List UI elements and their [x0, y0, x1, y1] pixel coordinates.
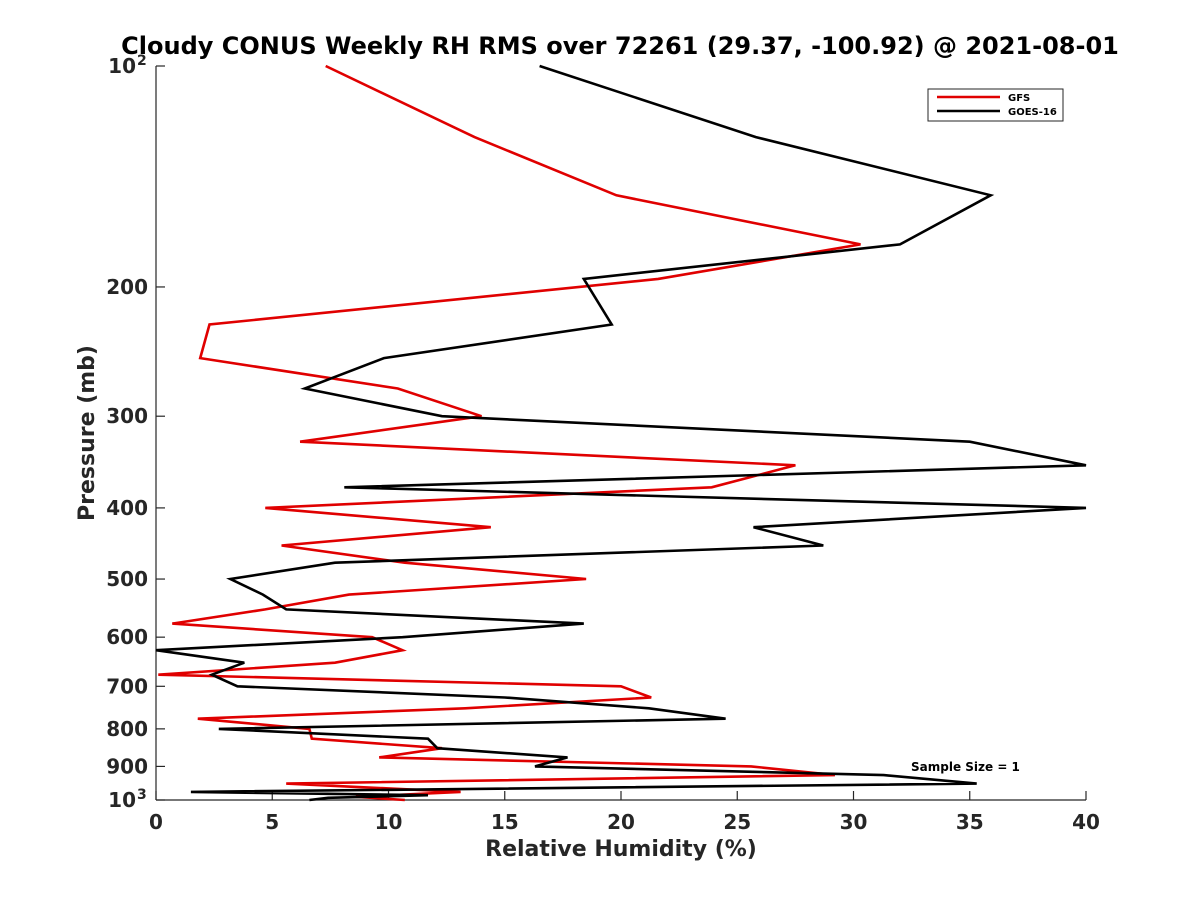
legend-label-goes16: GOES-16: [1008, 107, 1057, 118]
y-tick-label: 10: [108, 54, 136, 78]
x-axis-ticks: 0 5 10 15 20 25 30 35 40: [149, 791, 1100, 834]
series-layer: [155, 64, 1087, 802]
x-tick-label: 20: [607, 810, 635, 834]
y-tick-label: 800: [106, 717, 148, 741]
y-tick-label: 200: [106, 275, 148, 299]
sample-size-annotation: Sample Size = 1: [911, 760, 1020, 774]
y-tick-exponent: 2: [137, 53, 147, 69]
series-line-goes16: [155, 64, 1087, 802]
series-line-gfs: [158, 64, 861, 802]
x-tick-label: 0: [149, 810, 163, 834]
y-tick-label: 500: [106, 567, 148, 591]
y-tick-label: 700: [106, 674, 148, 698]
x-tick-label: 10: [375, 810, 403, 834]
x-axis-title: Relative Humidity (%): [485, 837, 757, 862]
legend: GFS GOES-16: [927, 88, 1064, 122]
y-tick-label: 600: [106, 625, 148, 649]
y-tick-label: 400: [106, 496, 148, 520]
y-tick-label: 10: [108, 788, 136, 812]
x-tick-label: 35: [956, 810, 984, 834]
x-tick-label: 40: [1072, 810, 1100, 834]
x-tick-label: 15: [491, 810, 519, 834]
y-tick-label: 900: [106, 754, 148, 778]
chart-title: Cloudy CONUS Weekly RH RMS over 72261 (2…: [121, 32, 1119, 60]
y-axis-title: Pressure (mb): [75, 345, 100, 521]
legend-label-gfs: GFS: [1008, 93, 1030, 104]
x-tick-label: 30: [840, 810, 868, 834]
y-tick-exponent: 3: [137, 787, 147, 803]
y-tick-label: 300: [106, 404, 148, 428]
x-tick-label: 5: [265, 810, 279, 834]
x-tick-label: 25: [723, 810, 751, 834]
legend-box: [927, 88, 1064, 122]
